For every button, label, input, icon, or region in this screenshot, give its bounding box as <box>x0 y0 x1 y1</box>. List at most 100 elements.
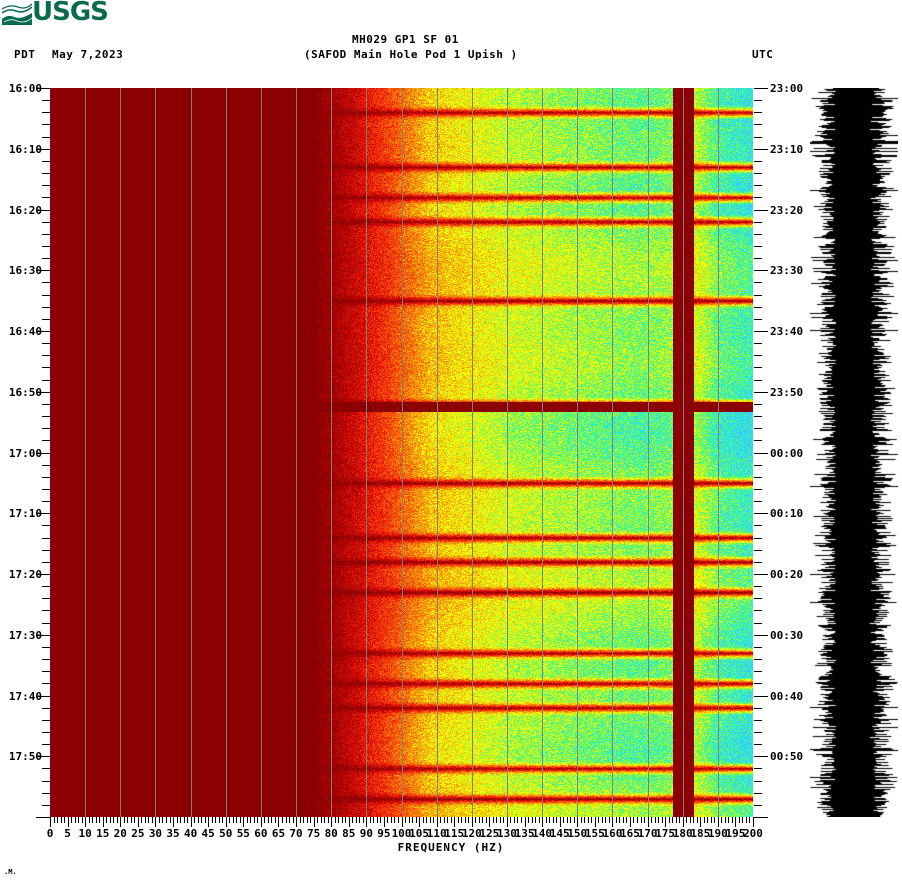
freq-tick <box>187 817 188 823</box>
freq-tick <box>208 817 209 827</box>
time-tick-right <box>754 222 762 223</box>
freq-label-75: 75 <box>307 827 321 840</box>
freq-tick <box>500 817 501 823</box>
freq-tick <box>556 817 557 823</box>
freq-label-45: 45 <box>201 827 215 840</box>
time-tick-right <box>754 720 762 721</box>
time-tick-left <box>42 550 50 551</box>
freq-tick <box>472 817 473 827</box>
freq-tick <box>644 817 645 823</box>
time-tick-right <box>754 598 762 599</box>
time-label-pdt-17:20: 17:20 <box>8 568 42 581</box>
freq-tick <box>342 817 343 823</box>
freq-tick <box>507 817 508 827</box>
time-tick-left <box>42 781 50 782</box>
time-tick-right <box>754 173 762 174</box>
time-tick-left <box>42 185 50 186</box>
time-tick-right <box>754 635 768 636</box>
time-tick-left <box>42 404 50 405</box>
freq-tick <box>753 817 754 827</box>
time-tick-left <box>42 416 50 417</box>
freq-tick <box>359 817 360 823</box>
freq-tick <box>159 817 160 823</box>
freq-tick <box>293 817 294 823</box>
freq-tick <box>581 817 582 823</box>
freq-tick <box>598 817 599 823</box>
freq-tick <box>479 817 480 823</box>
time-tick-right <box>754 112 762 113</box>
time-tick-left <box>42 197 50 198</box>
time-label-utc-23:20: 23:20 <box>770 204 804 217</box>
time-tick-right <box>754 623 762 624</box>
time-label-pdt-16:50: 16:50 <box>8 386 42 399</box>
freq-tick <box>85 817 86 827</box>
time-tick-left <box>42 489 50 490</box>
time-tick-right <box>754 137 762 138</box>
time-tick-right <box>754 659 762 660</box>
freq-tick <box>728 817 729 823</box>
time-tick-left <box>42 793 50 794</box>
freq-label-55: 55 <box>236 827 250 840</box>
freq-tick <box>177 817 178 823</box>
freq-tick <box>672 817 673 823</box>
freq-tick <box>173 817 174 827</box>
freq-label-25: 25 <box>131 827 145 840</box>
freq-tick <box>205 817 206 823</box>
freq-tick <box>725 817 726 823</box>
usgs-wordmark: USGS <box>32 0 109 27</box>
time-tick-left <box>42 465 50 466</box>
time-label-utc-00:20: 00:20 <box>770 568 804 581</box>
time-tick-right <box>754 392 768 393</box>
freq-label-175: 175 <box>655 827 676 840</box>
freq-tick <box>574 817 575 823</box>
time-tick-left <box>42 671 50 672</box>
freq-tick <box>686 817 687 823</box>
freq-tick <box>96 817 97 823</box>
time-tick-right <box>754 246 762 247</box>
time-tick-left <box>42 538 50 539</box>
freq-label-140: 140 <box>532 827 553 840</box>
time-tick-left <box>36 635 50 636</box>
freq-tick <box>458 817 459 823</box>
freq-tick <box>75 817 76 823</box>
time-tick-left <box>42 319 50 320</box>
time-tick-right <box>754 270 768 271</box>
freq-tick <box>92 817 93 823</box>
freq-tick <box>275 817 276 823</box>
freq-tick <box>212 817 213 823</box>
time-tick-left <box>42 805 50 806</box>
freq-label-120: 120 <box>461 827 482 840</box>
freq-tick <box>588 817 589 823</box>
freq-tick <box>714 817 715 823</box>
freq-tick <box>124 817 125 823</box>
freq-tick <box>264 817 265 823</box>
freq-tick <box>106 817 107 823</box>
freq-tick <box>50 817 51 827</box>
time-tick-left <box>42 246 50 247</box>
freq-label-130: 130 <box>497 827 517 840</box>
freq-tick <box>110 817 111 823</box>
freq-tick <box>563 817 564 823</box>
seismic-waveform-canvas <box>810 88 898 817</box>
time-label-utc-00:30: 00:30 <box>770 629 804 642</box>
freq-tick <box>454 817 455 827</box>
time-tick-right <box>754 574 768 575</box>
time-label-pdt-17:40: 17:40 <box>8 690 42 703</box>
freq-tick <box>278 817 279 827</box>
freq-tick <box>465 817 466 823</box>
time-tick-left <box>42 720 50 721</box>
time-tick-right <box>754 768 762 769</box>
time-label-pdt-17:10: 17:10 <box>8 507 42 520</box>
freq-tick <box>626 817 627 823</box>
freq-tick <box>331 817 332 827</box>
freq-tick <box>676 817 677 823</box>
freq-tick <box>394 817 395 823</box>
freq-tick <box>679 817 680 823</box>
freq-tick <box>475 817 476 823</box>
freq-label-100: 100 <box>391 827 412 840</box>
time-tick-right <box>754 708 762 709</box>
time-tick-right <box>754 149 768 150</box>
spectrogram-plot[interactable] <box>50 88 753 817</box>
time-tick-left <box>36 392 50 393</box>
freq-label-180: 180 <box>672 827 693 840</box>
